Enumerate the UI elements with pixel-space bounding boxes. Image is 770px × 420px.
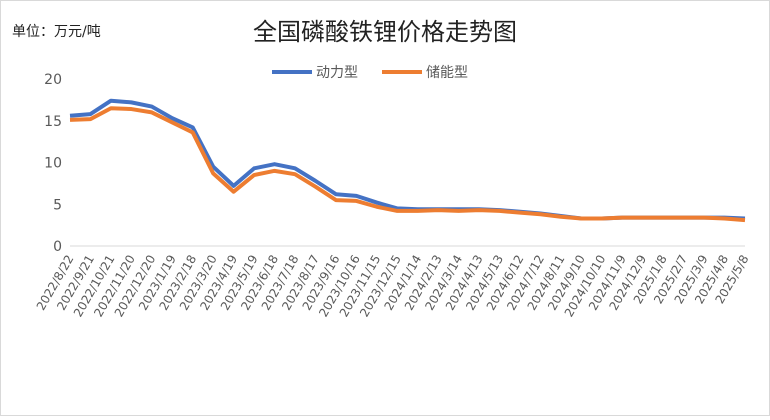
- y-tick-label: 0: [53, 239, 62, 255]
- series-line: [69, 106, 746, 223]
- y-tick-label: 10: [44, 156, 62, 172]
- chart-title: 全国磷酸铁锂价格走势图: [253, 18, 517, 46]
- legend-label: 动力型: [316, 65, 358, 81]
- y-tick-label: 15: [44, 114, 62, 130]
- unit-label: 单位：万元/吨: [12, 24, 101, 40]
- y-tick-label: 5: [53, 197, 62, 213]
- y-tick-label: 20: [44, 72, 62, 88]
- legend-label: 储能型: [426, 65, 468, 81]
